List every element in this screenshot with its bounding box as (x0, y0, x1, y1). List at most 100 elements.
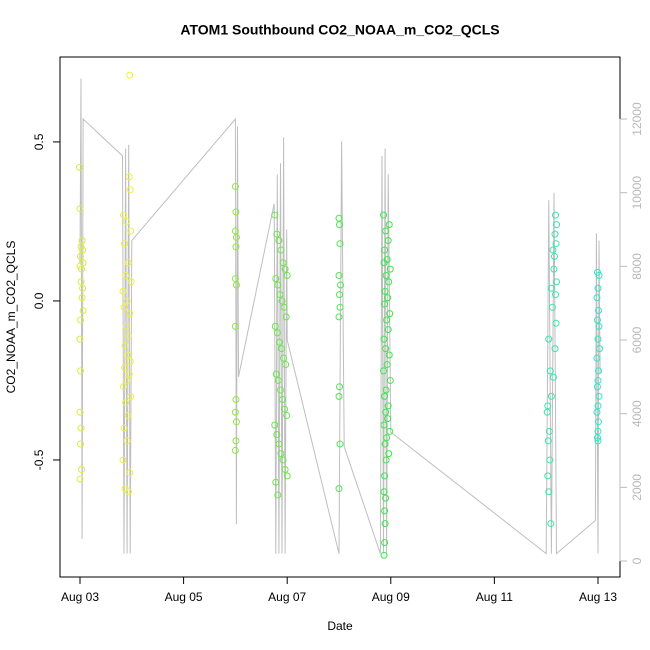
data-point (382, 494, 390, 502)
data-point (383, 361, 391, 369)
data-point (282, 361, 290, 369)
data-point (127, 227, 135, 235)
x-tick-label: Aug 13 (579, 590, 617, 604)
data-point (232, 396, 240, 404)
data-point (76, 408, 84, 416)
data-point (276, 291, 284, 299)
chart-title: ATOM1 Southbound CO2_NOAA_m_CO2_QCLS (180, 22, 499, 38)
data-point (232, 208, 240, 216)
data-point (594, 284, 602, 292)
data-point (549, 373, 557, 381)
data-point (594, 437, 602, 445)
data-point (123, 297, 131, 305)
data-point (77, 278, 85, 286)
data-point (124, 351, 132, 359)
data-point (124, 259, 132, 267)
altitude-line (79, 78, 601, 555)
data-point (231, 275, 239, 283)
data-point (381, 392, 389, 400)
data-point (283, 411, 291, 419)
data-point (382, 345, 390, 353)
x-tick-label: Aug 11 (476, 590, 513, 604)
data-point (552, 211, 560, 219)
data-point (593, 294, 601, 302)
data-point (272, 478, 280, 486)
data-point (283, 271, 291, 279)
data-point (231, 182, 239, 190)
data-point (382, 227, 390, 235)
data-point (594, 402, 602, 410)
y-tick-label: 0.5 (32, 133, 46, 150)
x-axis-label: Date (327, 619, 353, 633)
data-point (126, 186, 134, 194)
data-point (547, 520, 555, 528)
data-point (380, 211, 388, 219)
data-point (551, 230, 559, 238)
data-point (543, 408, 551, 416)
data-point (275, 237, 283, 245)
x-tick-label: Aug 03 (61, 590, 99, 604)
data-point (123, 217, 131, 225)
data-point (386, 376, 394, 384)
data-point (593, 354, 601, 362)
data-point (123, 376, 131, 384)
data-point (279, 259, 287, 267)
data-point (381, 539, 389, 547)
data-point (381, 520, 389, 528)
data-point (382, 386, 390, 394)
data-point (121, 240, 129, 248)
data-point (550, 265, 558, 273)
data-point (336, 303, 344, 311)
data-point (232, 233, 240, 241)
data-point (278, 297, 286, 305)
data-point (76, 205, 84, 213)
data-point (385, 351, 393, 359)
data-point (336, 291, 344, 299)
y2-tick-label: 6000 (630, 326, 644, 353)
data-point (127, 278, 135, 286)
data-point (382, 456, 390, 464)
data-point (384, 402, 392, 410)
data-point (125, 370, 133, 378)
data-point (385, 278, 393, 286)
x-tick-label: Aug 07 (268, 590, 306, 604)
data-point (231, 322, 239, 330)
x-tick-label: Aug 05 (165, 590, 203, 604)
data-point (78, 466, 86, 474)
data-point (273, 230, 281, 238)
data-point (276, 386, 284, 394)
data-point (279, 396, 287, 404)
data-point (547, 392, 555, 400)
data-point (380, 259, 388, 267)
data-point (553, 278, 561, 286)
data-point (120, 424, 128, 432)
data-point (120, 303, 128, 311)
data-point (77, 252, 85, 260)
data-point (125, 332, 133, 340)
data-point (231, 446, 239, 454)
data-point (547, 284, 555, 292)
data-point (76, 335, 84, 343)
data-point (271, 211, 279, 219)
data-point (274, 281, 282, 289)
data-point (381, 472, 389, 480)
data-point (122, 399, 130, 407)
data-point (281, 265, 289, 273)
data-point (380, 367, 388, 375)
y2-tick-label: 12000 (630, 102, 644, 136)
y2-tick-label: 10000 (630, 176, 644, 210)
data-point (544, 437, 552, 445)
data-point (384, 326, 392, 334)
data-point (594, 335, 602, 343)
data-point (545, 488, 553, 496)
data-point (277, 450, 285, 458)
data-point (335, 485, 343, 493)
data-point (386, 427, 394, 435)
data-point (274, 491, 282, 499)
y2-tick-label: 0 (630, 557, 644, 564)
data-point (275, 440, 283, 448)
data-point (335, 392, 343, 400)
data-point (277, 345, 285, 353)
data-point (79, 246, 87, 254)
